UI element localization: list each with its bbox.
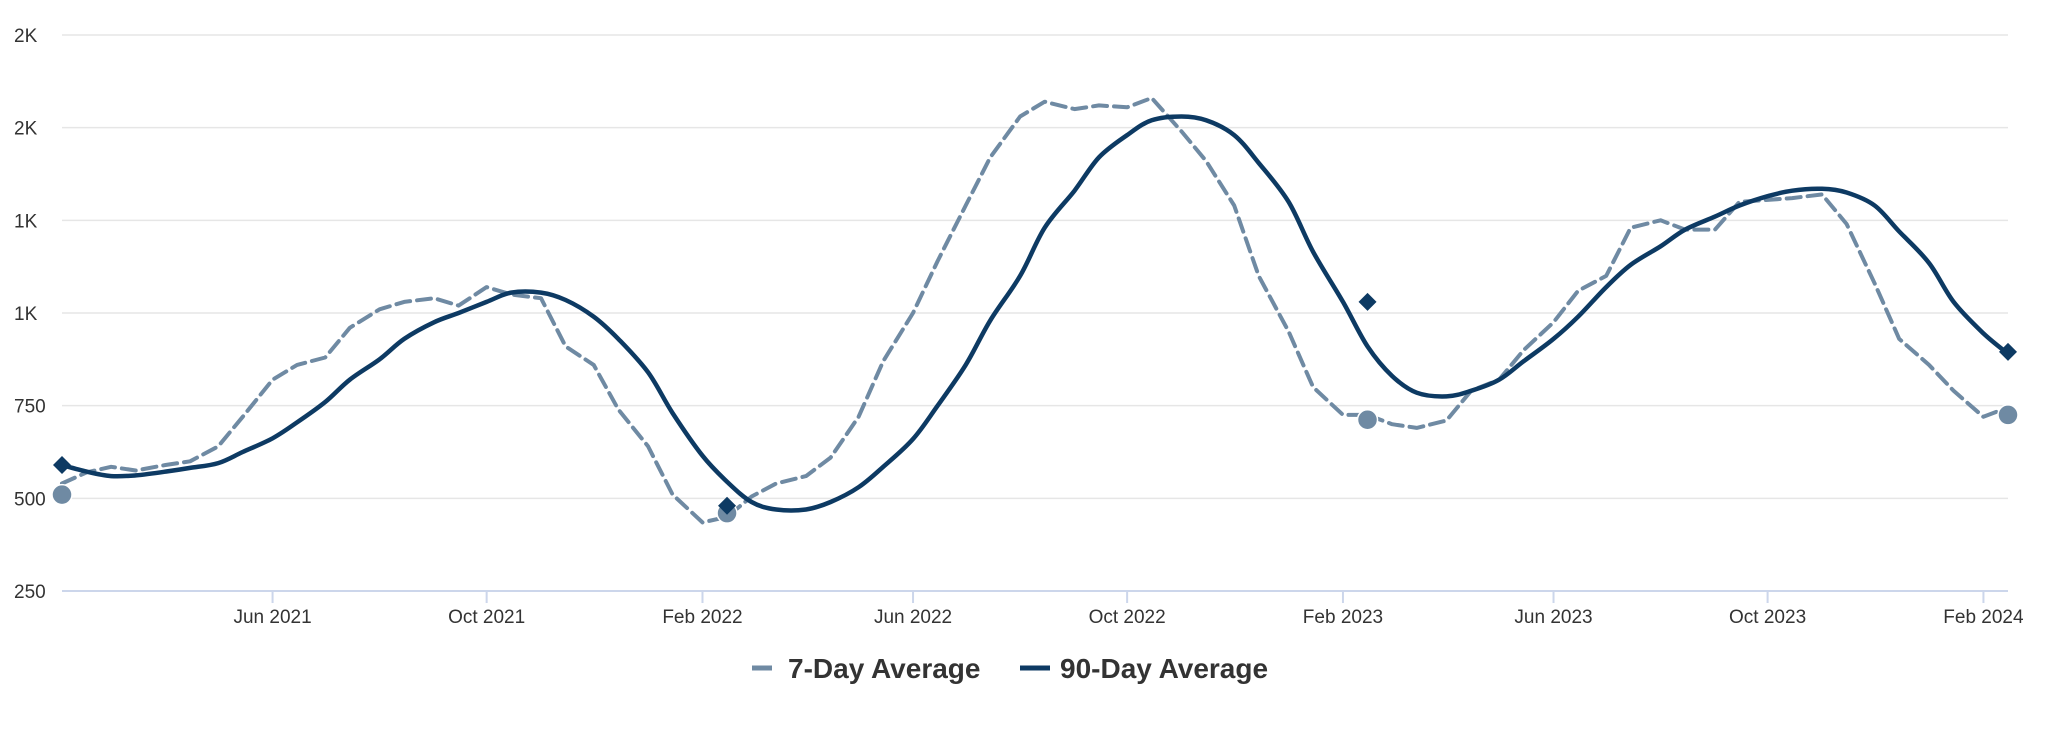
data-point-diamond[interactable] <box>53 455 71 474</box>
data-point-diamond[interactable] <box>718 496 737 515</box>
data-point-circle[interactable] <box>1997 404 2019 426</box>
y-tick-label: 1K <box>14 211 38 232</box>
series-line-90-day-average[interactable] <box>59 114 2011 513</box>
x-tick-label: Oct 2023 <box>1729 607 1806 628</box>
legend-item-90-day-average[interactable]: 90-Day Average <box>1020 653 1268 684</box>
data-point-circle[interactable] <box>1356 409 1379 431</box>
y-axis: 250 500 750 1K 1K 2K 2K <box>14 26 46 603</box>
x-tick-label: Jun 2023 <box>1514 607 1592 628</box>
x-axis: Jun 2021 Oct 2021 Feb 2022 Jun 2022 Oct 2022… <box>62 590 2024 628</box>
legend-label: 90-Day Average <box>1060 653 1268 684</box>
x-tick-label: Oct 2021 <box>448 607 525 628</box>
series-layer <box>59 96 2011 525</box>
x-tick-label: Oct 2022 <box>1089 607 1166 628</box>
series-line-7-day-average[interactable] <box>60 96 2010 525</box>
marker-layer <box>51 292 2019 524</box>
legend-label: 7-Day Average <box>788 653 980 684</box>
gridlines <box>62 34 2008 500</box>
data-point-circle[interactable] <box>51 483 73 506</box>
legend-item-7-day-average[interactable]: 7-Day Average <box>752 653 980 684</box>
y-tick-label: 250 <box>14 582 46 603</box>
y-tick-label: 750 <box>14 397 46 418</box>
y-tick-label: 2K <box>14 119 38 140</box>
x-tick-label: Jun 2022 <box>874 607 952 628</box>
y-tick-label: 500 <box>14 489 46 510</box>
x-tick-label: Feb 2022 <box>662 607 742 628</box>
x-tick-label: Jun 2021 <box>233 607 311 628</box>
y-tick-label: 1K <box>14 304 38 325</box>
x-tick-label: Feb 2023 <box>1303 607 1383 628</box>
data-point-diamond[interactable] <box>1358 292 1377 311</box>
legend[interactable]: 7-Day Average 90-Day Average <box>752 653 1268 684</box>
data-point-diamond[interactable] <box>1999 342 2017 361</box>
x-tick-label: Feb 2024 <box>1943 607 2024 628</box>
y-tick-label: 2K <box>14 26 38 47</box>
